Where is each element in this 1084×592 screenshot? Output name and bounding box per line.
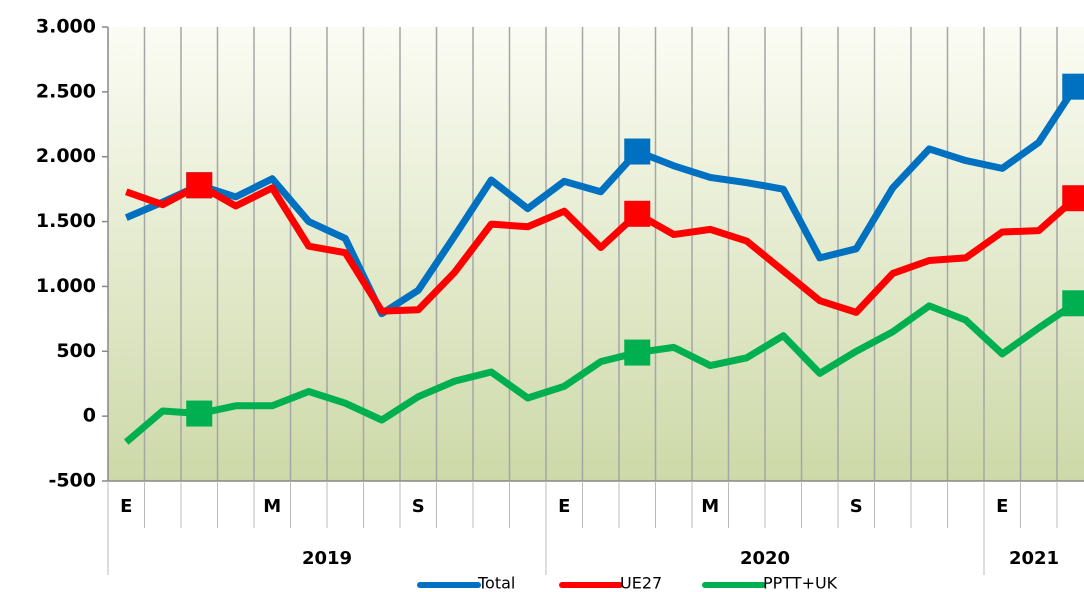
y-tick-label: 2.000: [36, 145, 96, 167]
y-tick-label: -500: [48, 470, 96, 492]
y-tick-label: 1.500: [36, 210, 96, 232]
series-marker: [624, 200, 651, 227]
series-marker: [1062, 290, 1084, 317]
y-tick-label: 500: [56, 340, 96, 362]
x-tick-label: E: [120, 496, 132, 517]
series-line: [123, 300, 1078, 445]
x-tick-label: E: [996, 496, 1008, 517]
x-tick-label: E: [558, 496, 570, 517]
x-tick-label: S: [412, 496, 425, 517]
series-marker: [1062, 73, 1084, 100]
y-tick-label: 3.000: [36, 16, 96, 38]
legend-label: UE27: [620, 574, 662, 592]
series-line: [125, 181, 1078, 316]
series-marker: [624, 339, 651, 366]
series-line: [124, 84, 1079, 318]
series-marker: [1062, 185, 1084, 212]
y-tick-label: 2.500: [36, 80, 96, 102]
x-tick-label: M: [701, 496, 719, 517]
x-tick-label: M: [263, 496, 281, 517]
plot: -500 0 500 1.000 1.500 2.000 2.500 3.000 E M S E M S E…: [36, 16, 1084, 592]
series-marker: [624, 138, 651, 165]
group-label: 2021: [1009, 548, 1059, 569]
x-tick-label: S: [850, 496, 863, 517]
legend-label: PPTT+UK: [763, 574, 838, 592]
y-tick-label: 1.000: [36, 275, 96, 297]
group-label: 2019: [302, 548, 352, 569]
group-label: 2020: [740, 548, 790, 569]
series-marker: [186, 400, 213, 427]
y-tick-label: 0: [83, 405, 96, 427]
series-marker: [186, 172, 213, 199]
legend-label: Total: [477, 574, 515, 592]
